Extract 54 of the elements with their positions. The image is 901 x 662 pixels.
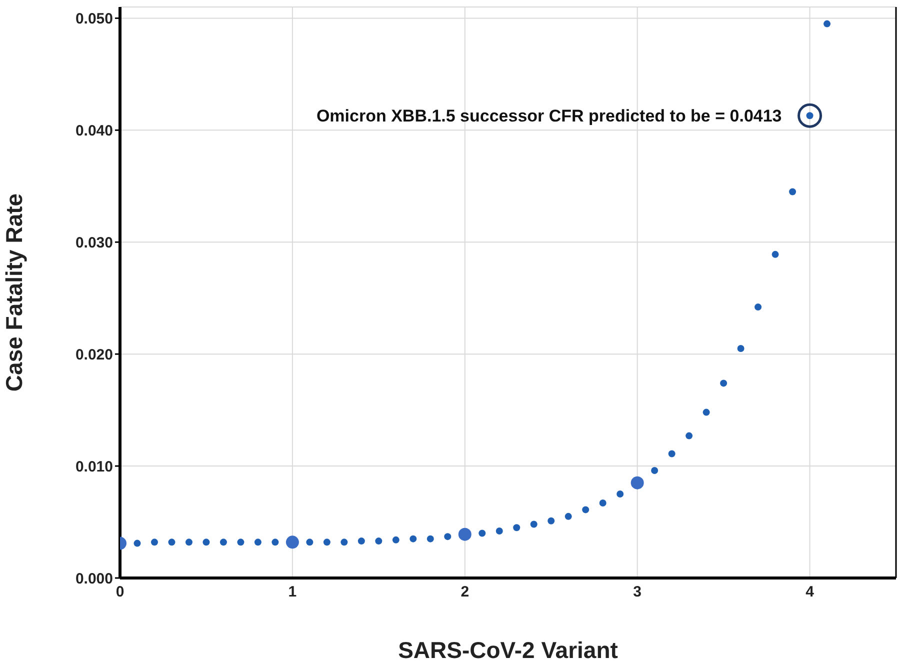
point [340, 538, 348, 546]
point [754, 304, 762, 311]
point [702, 408, 710, 416]
annotation: Omicron XBB.1.5 successor CFR predicted to be = 0.0413 [316, 106, 782, 126]
point [686, 432, 693, 440]
y-tick-label: 0.020 [75, 346, 113, 364]
y-tick-label: 0.030 [75, 234, 113, 252]
x-tick-label: 4 [806, 584, 815, 601]
point [737, 344, 744, 352]
y-tick-label: 0.010 [75, 458, 113, 476]
point [323, 538, 330, 546]
point [564, 512, 572, 520]
x-axis-title: SARS-CoV-2 Variant [398, 637, 618, 662]
point [720, 380, 728, 387]
point [548, 517, 555, 524]
x-tick-label: 0 [116, 584, 124, 601]
point [134, 540, 141, 547]
point [496, 527, 503, 534]
point [599, 499, 606, 506]
point [410, 535, 417, 542]
point [458, 528, 472, 541]
point [220, 538, 227, 546]
point [237, 538, 244, 546]
point [202, 538, 210, 546]
point [651, 467, 658, 474]
point [168, 538, 176, 546]
point [668, 450, 676, 458]
point [375, 538, 382, 545]
point [306, 538, 314, 546]
point [150, 538, 158, 546]
point [616, 490, 624, 498]
point [392, 536, 400, 544]
point [478, 530, 486, 537]
point [582, 506, 590, 514]
point [254, 538, 262, 546]
point [789, 188, 796, 196]
point [530, 520, 538, 528]
x-tick-label: 2 [460, 584, 470, 601]
point [185, 538, 192, 546]
y-tick-label: 0.050 [75, 10, 113, 28]
point [426, 535, 434, 542]
point [513, 524, 520, 532]
x-tick-label: 3 [633, 584, 642, 601]
point [772, 250, 779, 258]
point [286, 536, 299, 549]
point [824, 20, 831, 28]
y-axis-title: Case Fatality Rate [1, 193, 28, 392]
point [272, 538, 279, 546]
x-tick-label: 1 [288, 584, 297, 601]
y-tick-label: 0.040 [75, 122, 113, 140]
point [630, 476, 644, 490]
y-tick-label: 0.000 [75, 570, 113, 588]
point [444, 533, 452, 540]
point [358, 538, 365, 545]
